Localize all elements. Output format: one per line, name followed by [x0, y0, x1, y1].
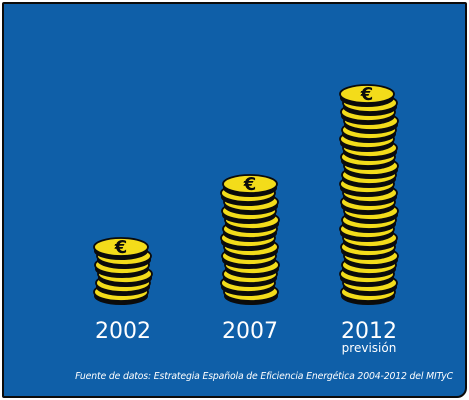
forecast-label: previsión: [342, 341, 397, 355]
coin: [93, 237, 149, 260]
euro-icon: €: [114, 237, 128, 258]
year-label-2002: 2002: [95, 319, 151, 344]
source-note: Fuente de datos: Estrategia Española de …: [75, 371, 453, 382]
year-label-2012: 2012: [341, 319, 397, 344]
euro-icon: €: [243, 174, 257, 195]
euro-icon: €: [360, 84, 374, 105]
coin: [339, 84, 395, 107]
year-label-2007: 2007: [222, 319, 278, 344]
coin-stack-2012: €: [339, 84, 399, 305]
coin-stack-2007: €: [220, 174, 280, 305]
coin: [222, 174, 278, 197]
coin-stack-2002: €: [93, 237, 153, 305]
